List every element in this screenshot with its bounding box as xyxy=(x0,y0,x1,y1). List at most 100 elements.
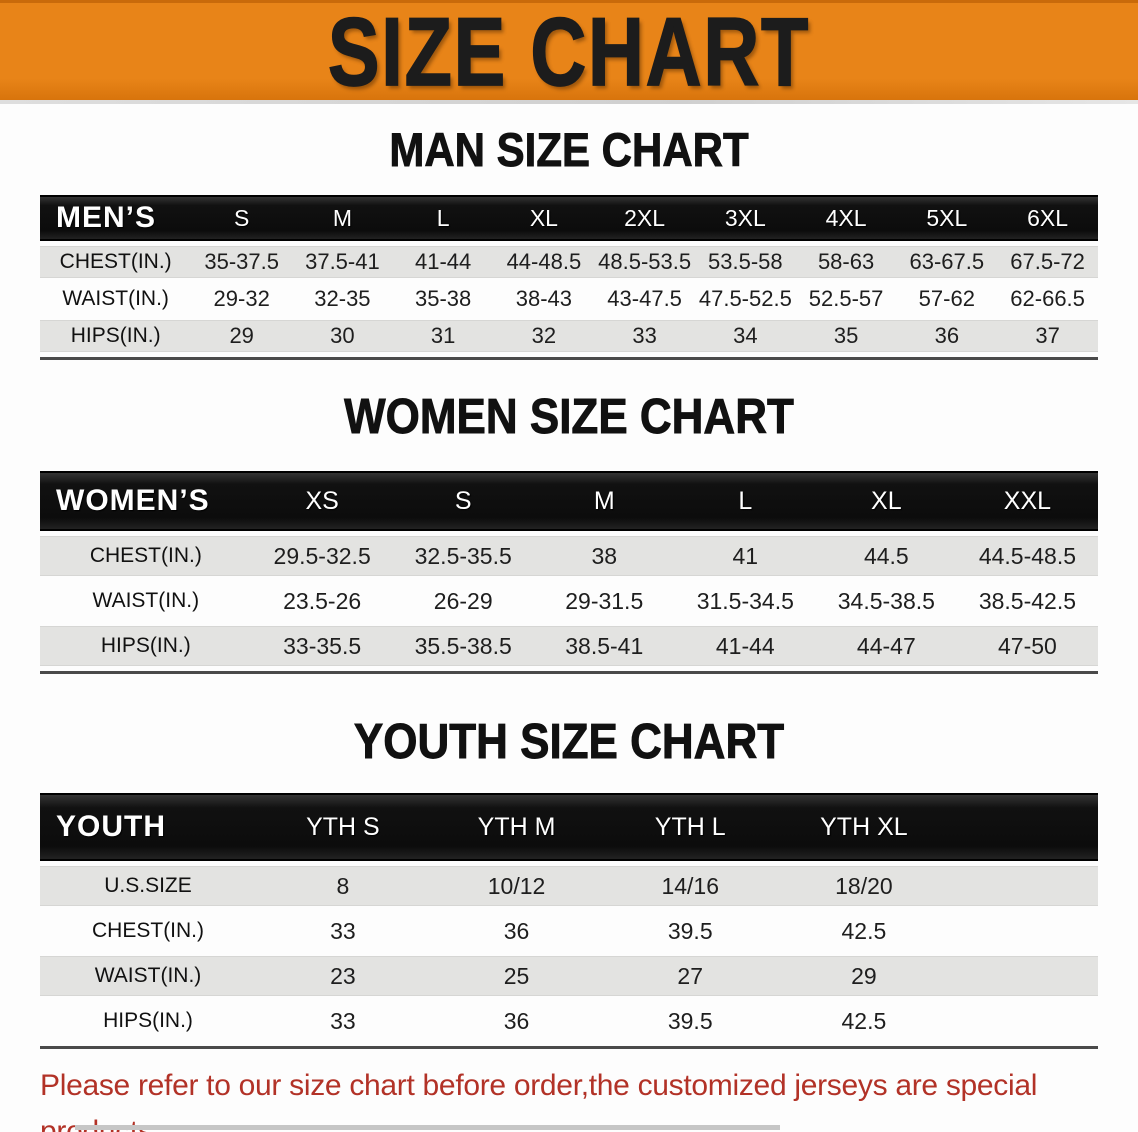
section-youth: YOUTH SIZE CHART YOUTH YTH S YTH M YTH L YTH … xyxy=(0,674,1138,1049)
banner-shadow-divider xyxy=(0,100,1138,104)
size-value: 26-29 xyxy=(433,587,493,614)
header-row: YOUTH YTH S YTH M YTH L YTH XL xyxy=(40,793,1098,861)
size-value: 14/16 xyxy=(603,866,778,906)
banner: SIZE CHART xyxy=(0,0,1138,106)
size-value: 29-32 xyxy=(213,286,270,311)
header-row: WOMEN’S XS S M L XL XXL xyxy=(40,471,1098,531)
size-column-header: L xyxy=(392,195,494,241)
row-label: CHEST(IN.) xyxy=(40,246,192,278)
table-row: HIPS(IN.) 33 36 39.5 42.5 xyxy=(40,1001,1098,1041)
section-men: MAN SIZE CHART MEN’S S M L XL 2XL 3XL 4XL 5XL 6XL C… xyxy=(0,104,1138,360)
row-label: WAIST(IN.) xyxy=(40,956,257,996)
size-column-header: YTH XL xyxy=(777,793,951,861)
size-column-header: 4XL xyxy=(795,195,897,241)
size-table-men: MEN’S S M L XL 2XL 3XL 4XL 5XL 6XL CHEST(IN.) 35-37… xyxy=(40,190,1098,360)
size-value: 38 xyxy=(533,536,675,576)
size-value: 32 xyxy=(493,320,595,352)
size-column-header: L xyxy=(674,471,816,531)
row-label: WAIST(IN.) xyxy=(62,287,169,310)
size-value: 41 xyxy=(674,536,816,576)
section-women: WOMEN SIZE CHART WOMEN’S XS S M L XL XXL CHEST(I… xyxy=(0,360,1138,674)
size-value: 42.5 xyxy=(841,1007,887,1034)
size-value: 35-38 xyxy=(415,286,472,311)
table-title-cell: YOUTH xyxy=(40,793,257,861)
size-value: 52.5-57 xyxy=(808,286,884,311)
size-value: 47.5-52.5 xyxy=(698,286,792,311)
size-value: 29 xyxy=(777,956,951,996)
section-heading-men: MAN SIZE CHART xyxy=(389,123,749,177)
size-value: 32-35 xyxy=(314,286,371,311)
section-heading-youth: YOUTH SIZE CHART xyxy=(353,714,785,770)
size-column-header: S xyxy=(191,195,293,241)
size-value: 36 xyxy=(896,320,998,352)
table-row: WAIST(IN.) 23.5-26 26-29 29-31.5 31.5-34.5 34… xyxy=(40,581,1098,621)
size-value: 30 xyxy=(292,320,393,352)
size-value: 33-35.5 xyxy=(251,626,393,666)
size-value: 41-44 xyxy=(392,246,494,278)
row-label: U.S.SIZE xyxy=(40,866,257,906)
size-value: 62-66.5 xyxy=(1010,286,1085,311)
size-value: 38.5-42.5 xyxy=(978,587,1077,614)
table-row: CHEST(IN.) 29.5-32.5 32.5-35.5 38 41 44.5 44.5… xyxy=(40,536,1098,576)
footnote: Please refer to our size chart before or… xyxy=(40,1063,1100,1132)
size-value: 33 xyxy=(330,1007,356,1034)
size-table-women: WOMEN’S XS S M L XL XXL CHEST(IN.) 29.5-32.5 32.5… xyxy=(40,466,1098,674)
size-value: 39.5 xyxy=(667,917,713,944)
size-value: 37.5-41 xyxy=(292,246,393,278)
table-row: HIPS(IN.) 29 30 31 32 33 34 35 36 37 xyxy=(40,320,1098,352)
size-value: 29 xyxy=(191,320,293,352)
table-head-women: WOMEN’S XS S M L XL XXL xyxy=(40,471,1098,531)
size-value: 44.5 xyxy=(815,536,957,576)
row-label: WAIST(IN.) xyxy=(92,589,200,612)
row-label: HIPS(IN.) xyxy=(40,320,192,352)
size-value: 67.5-72 xyxy=(997,246,1098,278)
size-value: 18/20 xyxy=(777,866,951,906)
size-value: 42.5 xyxy=(841,917,887,944)
size-value: 25 xyxy=(429,956,604,996)
size-sections: MAN SIZE CHART MEN’S S M L XL 2XL 3XL 4XL 5XL 6XL C… xyxy=(0,104,1138,1049)
size-column-header: M xyxy=(292,195,393,241)
bottom-edge-divider xyxy=(75,1125,780,1130)
filler-header-cell xyxy=(950,793,1098,861)
size-value: 34.5-38.5 xyxy=(837,587,935,614)
size-value: 31 xyxy=(392,320,494,352)
size-column-header: XL xyxy=(815,471,957,531)
size-value: 27 xyxy=(603,956,778,996)
table-row: CHEST(IN.) 35-37.5 37.5-41 41-44 44-48.5 48.5… xyxy=(40,246,1098,278)
table-head-men: MEN’S S M L XL 2XL 3XL 4XL 5XL 6XL xyxy=(40,195,1098,241)
size-value: 31.5-34.5 xyxy=(696,587,794,614)
size-value: 36 xyxy=(503,917,530,944)
filler-cell xyxy=(951,911,1098,951)
filler-cell xyxy=(951,1001,1098,1041)
table-title-cell: WOMEN’S xyxy=(40,471,252,531)
size-value: 35 xyxy=(795,320,897,352)
size-column-header: 6XL xyxy=(997,195,1098,241)
table-body-men: CHEST(IN.) 35-37.5 37.5-41 41-44 44-48.5 48.5… xyxy=(40,246,1098,352)
size-column-header: 3XL xyxy=(694,195,796,241)
size-column-header: M xyxy=(533,471,675,531)
size-value: 58-63 xyxy=(795,246,897,278)
size-value: 63-67.5 xyxy=(896,246,998,278)
size-value: 23.5-26 xyxy=(283,587,362,614)
banner-title: SIZE CHART xyxy=(327,0,811,106)
size-column-header: 2XL xyxy=(594,195,695,241)
size-value: 34 xyxy=(694,320,796,352)
table-head-youth: YOUTH YTH S YTH M YTH L YTH XL xyxy=(40,793,1098,861)
size-value: 57-62 xyxy=(918,286,975,311)
filler-cell xyxy=(950,956,1098,996)
size-value: 44-48.5 xyxy=(493,246,595,278)
size-value: 35-37.5 xyxy=(191,246,293,278)
table-row: WAIST(IN.) 29-32 32-35 35-38 38-43 43-47.5 47.… xyxy=(40,283,1098,315)
size-value: 39.5 xyxy=(667,1007,713,1034)
row-label: CHEST(IN.) xyxy=(92,919,205,942)
header-row: MEN’S S M L XL 2XL 3XL 4XL 5XL 6XL xyxy=(40,195,1098,241)
filler-cell xyxy=(950,866,1098,906)
size-column-header: XL xyxy=(493,195,595,241)
size-value: 29-31.5 xyxy=(565,587,644,614)
size-value: 43-47.5 xyxy=(607,286,682,311)
row-label: HIPS(IN.) xyxy=(40,626,252,666)
table-body-women: CHEST(IN.) 29.5-32.5 32.5-35.5 38 41 44.5 44.5… xyxy=(40,536,1098,666)
size-value: 47-50 xyxy=(956,626,1098,666)
size-column-header: XS xyxy=(251,471,393,531)
